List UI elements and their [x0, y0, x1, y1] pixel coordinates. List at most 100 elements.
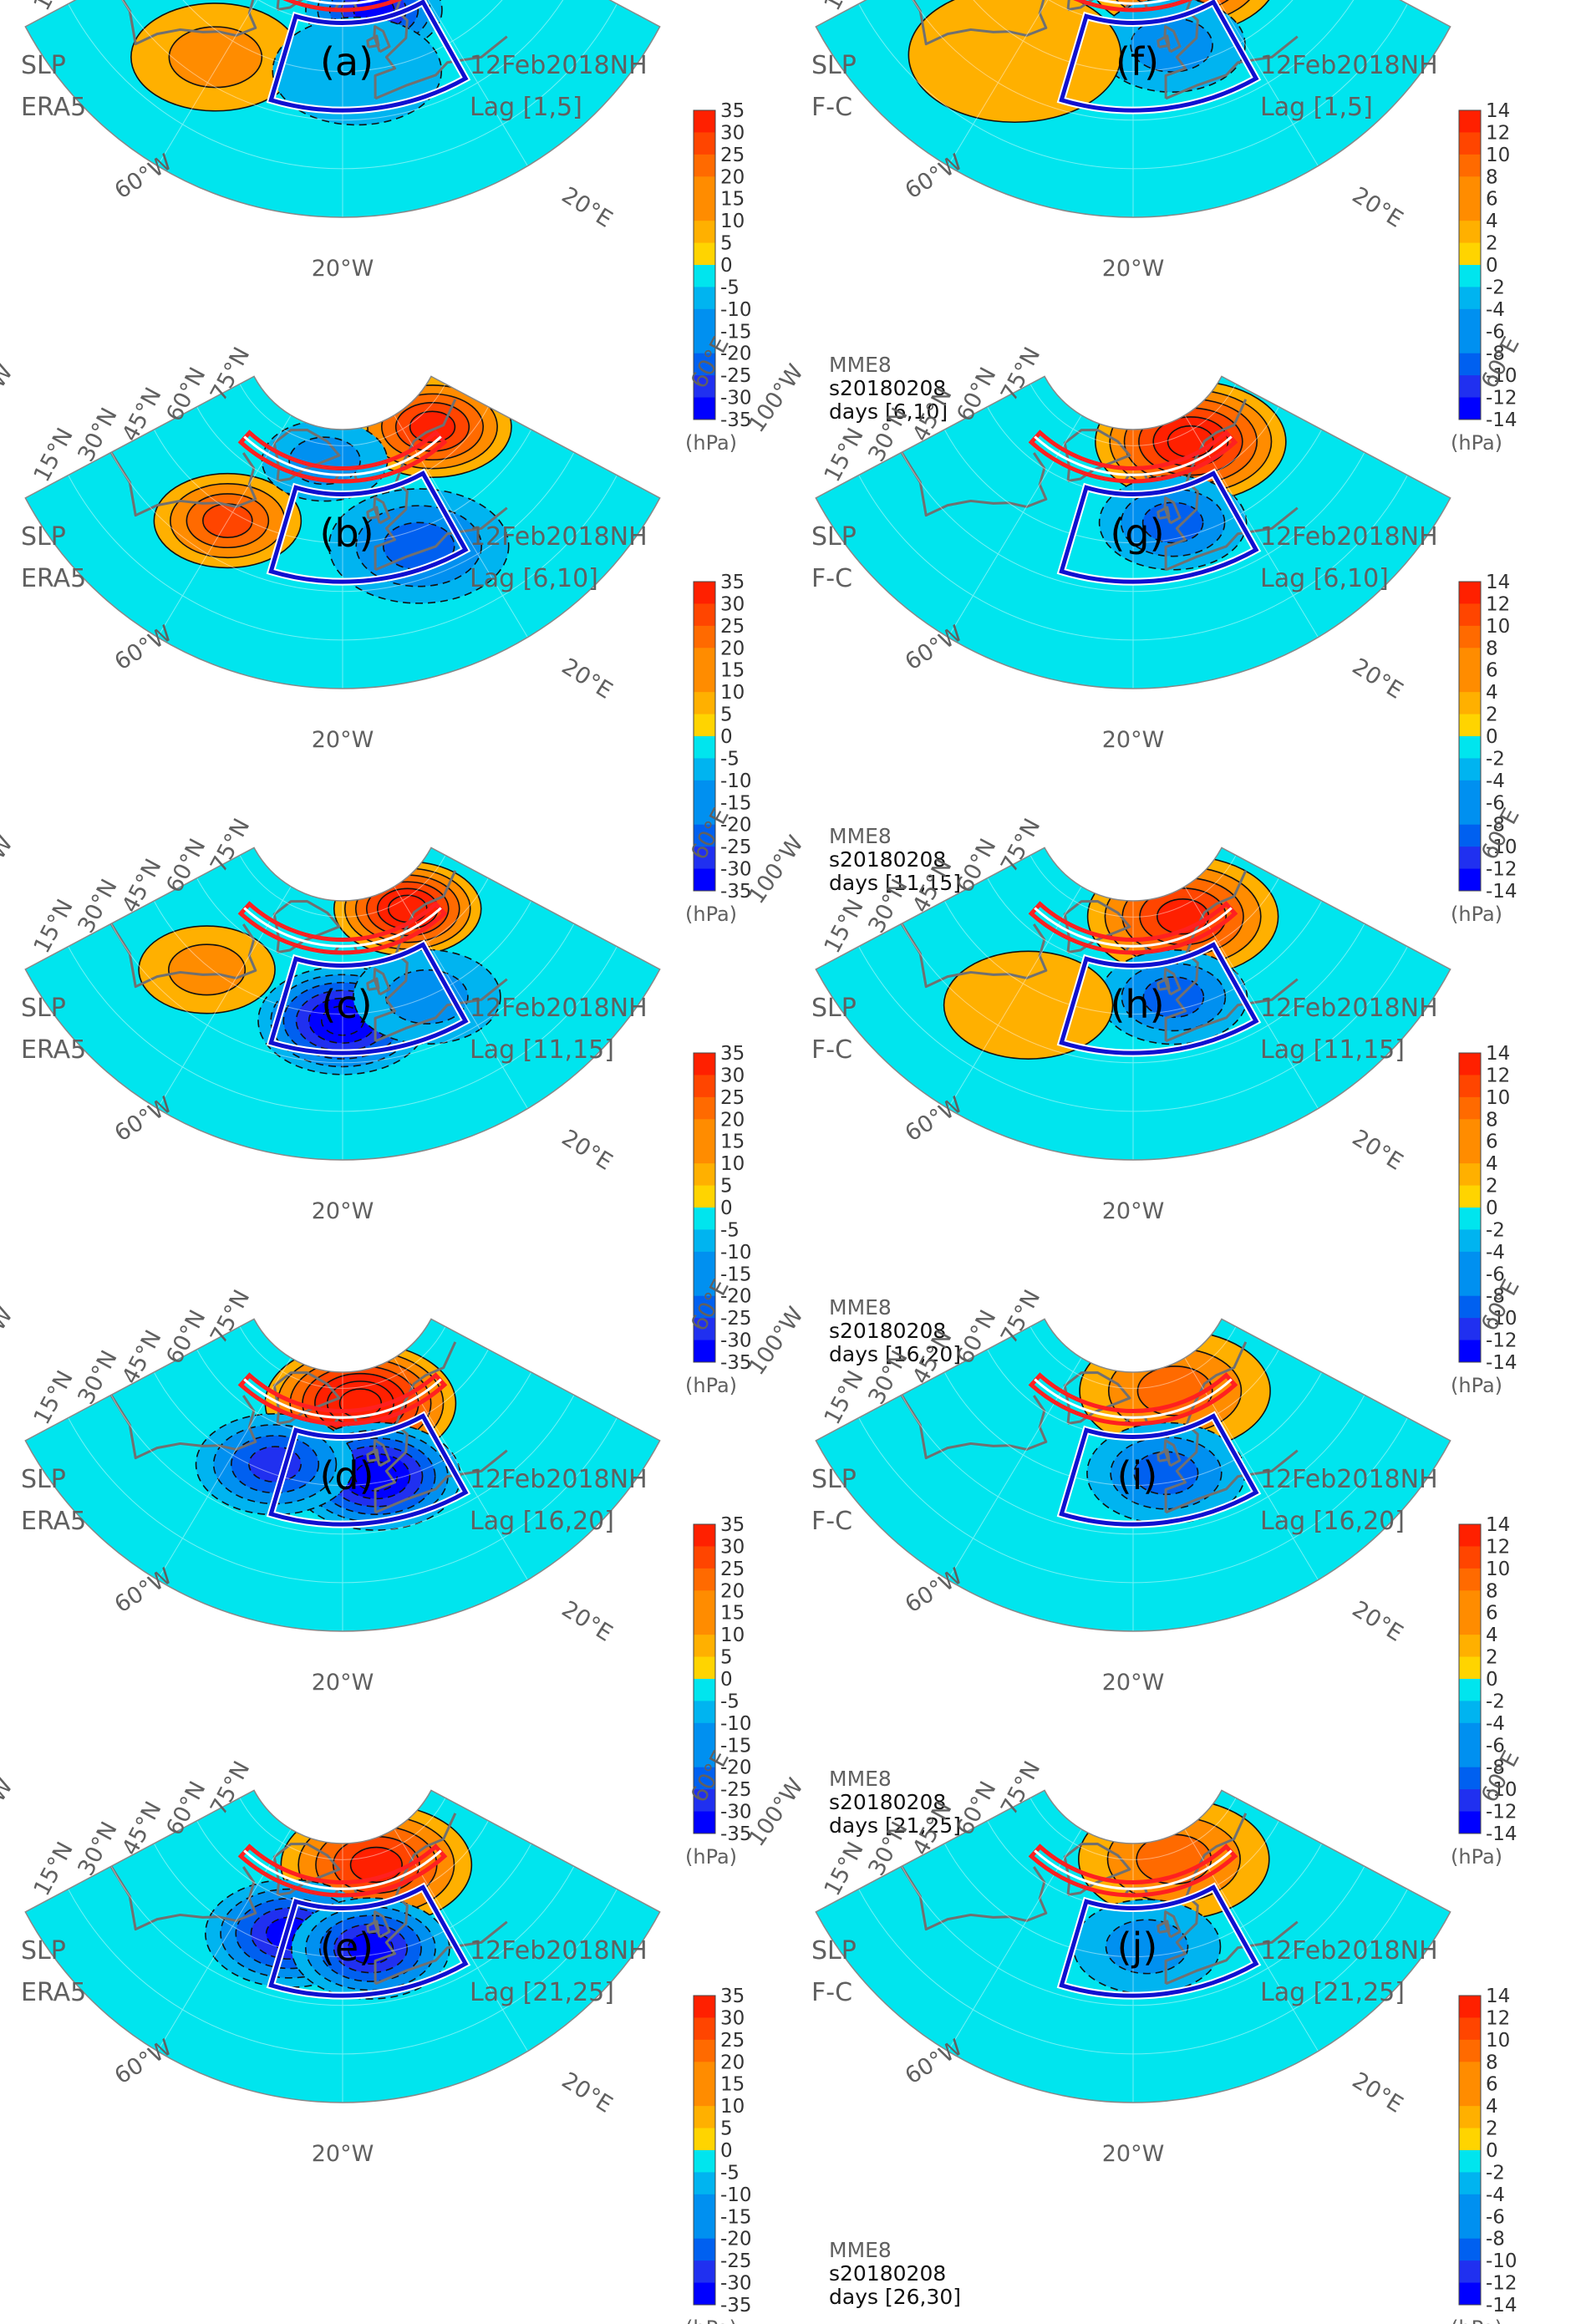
colorbar-segment: [1459, 2062, 1481, 2085]
latitude-line: [110, 1866, 575, 2006]
days-label: days [6,10]: [829, 399, 948, 424]
coastline: [109, 923, 257, 989]
latitude-line: [239, 1798, 446, 1860]
panel-label: (c): [321, 982, 372, 1027]
colorbar-tick: -14: [1486, 409, 1517, 431]
longitude-line: [948, 0, 1049, 166]
latitude-line: [239, 384, 446, 446]
colorbar-segment: [1459, 331, 1481, 354]
latitude-line: [943, 1843, 1323, 1958]
longitude-line: [1184, 414, 1319, 638]
colorbar-segment: [694, 2282, 715, 2306]
source-label: ERA5: [21, 564, 86, 593]
colorbar-segment: [694, 397, 715, 420]
colorbar-tick: -12: [1486, 1802, 1517, 1823]
colorbar-segment: [1459, 1274, 1481, 1297]
colorbar-tick: -35: [720, 881, 752, 903]
colorbar-tick: 15: [720, 2074, 745, 2096]
colorbar-segment: [694, 1789, 715, 1813]
longitude-line: [948, 1828, 1082, 2052]
lon-label-20w: 20°W: [312, 727, 374, 753]
lon-label-20w: 20°W: [312, 1198, 374, 1224]
colorbar-segment: [1459, 692, 1481, 715]
colorbar-segment: [1459, 1208, 1481, 1230]
coastline: [1163, 1910, 1182, 1939]
colorbar-segment: [1459, 2238, 1481, 2261]
colorbar-segment: [694, 1318, 715, 1341]
latitude-line: [68, 475, 618, 641]
lon-label-20e: 20°E: [557, 182, 617, 233]
lag-label: Lag [1,5]: [1260, 93, 1373, 122]
model-label: MME8: [829, 1295, 892, 1320]
model-label: MME8: [829, 2238, 892, 2262]
colorbar-segment: [694, 1701, 715, 1724]
colorbar-segment: [1459, 1656, 1481, 1680]
colorbar-segment: [694, 287, 715, 310]
colorbar-segment: [1459, 582, 1481, 604]
colorbar-segment: [1459, 780, 1481, 803]
colorbar-tick: -10: [1486, 365, 1517, 387]
map-frame: [24, 1318, 661, 1632]
colorbar-tick: 6: [1486, 660, 1498, 682]
colorbar-segment: [1459, 1996, 1481, 2018]
colorbar-segment: [1459, 2282, 1481, 2306]
coastline: [900, 923, 1048, 989]
latitude-line: [182, 0, 503, 73]
coastline: [373, 968, 391, 996]
colorbar-tick: 12: [1486, 122, 1510, 144]
model-label: MME8: [829, 353, 892, 377]
longitude-line: [157, 414, 292, 638]
colorbar-segment: [694, 1096, 715, 1120]
colorbar-unit: (hPa): [685, 1845, 737, 1869]
map-frame: [24, 0, 661, 218]
arctic-band-center: [1034, 1378, 1233, 1419]
colorbar-tick: -14: [1486, 1352, 1517, 1374]
colorbar-tick: -12: [1486, 859, 1517, 881]
colorbar-segment: [694, 2216, 715, 2240]
colorbar-frame: [693, 1052, 716, 1363]
latitude-line: [943, 900, 1323, 1015]
colorbar-segment: [1459, 1318, 1481, 1341]
panel-label: (g): [1110, 511, 1164, 556]
colorbar-segment: [1459, 847, 1481, 870]
colorbar-segment: [1459, 1096, 1481, 1120]
latitude-line: [153, 900, 532, 1015]
date-label: 12Feb2018NH: [470, 994, 648, 1023]
colorbar-segment: [1459, 1546, 1481, 1569]
colorbar-segment: [694, 1340, 715, 1363]
panel-label: (f): [1116, 39, 1159, 84]
colorbar-segment: [694, 1679, 715, 1701]
colorbar-segment: [1459, 1590, 1481, 1614]
colorbar-tick: -25: [720, 2250, 752, 2272]
colorbar-tick: 8: [1486, 2052, 1498, 2073]
colorbar-tick: -15: [720, 1735, 752, 1757]
colorbar-tick: -20: [720, 1286, 752, 1308]
colorbar-tick: -30: [720, 1802, 752, 1823]
lon-label-20e: 20°E: [557, 653, 617, 704]
coastline: [1157, 506, 1171, 520]
lon-label-100w: 100°W: [744, 1302, 809, 1380]
colorbar-segment: [1459, 1635, 1481, 1658]
lon-label-20w: 20°W: [312, 2141, 374, 2167]
colorbar-tick: -35: [720, 2295, 752, 2316]
colorbar-segment: [1459, 2106, 1481, 2129]
colorbar-tick: 20: [720, 638, 745, 659]
longitude-line: [394, 1357, 528, 1580]
longitude-line: [157, 0, 258, 166]
colorbar-tick: 15: [720, 1131, 745, 1153]
source-label: F-C: [811, 564, 852, 593]
colorbar-tick: 10: [720, 1153, 745, 1175]
colorbar-tick: 14: [1486, 572, 1510, 593]
source-label: F-C: [811, 1507, 852, 1536]
longitude-line: [1184, 1828, 1319, 2052]
colorbar-segment: [1459, 176, 1481, 200]
coastline: [373, 25, 391, 53]
panel-b: 15°N30°N45°N60°N75°N100°W60°W20°W20°E60°…: [0, 333, 752, 926]
colorbar-tick: -8: [1486, 343, 1505, 365]
colorbar-segment: [694, 1208, 715, 1230]
coastline: [109, 1865, 257, 1931]
colorbar-tick: 2: [1486, 704, 1498, 726]
colorbar-tick: 20: [720, 1109, 745, 1131]
latitude-line: [858, 475, 1408, 641]
